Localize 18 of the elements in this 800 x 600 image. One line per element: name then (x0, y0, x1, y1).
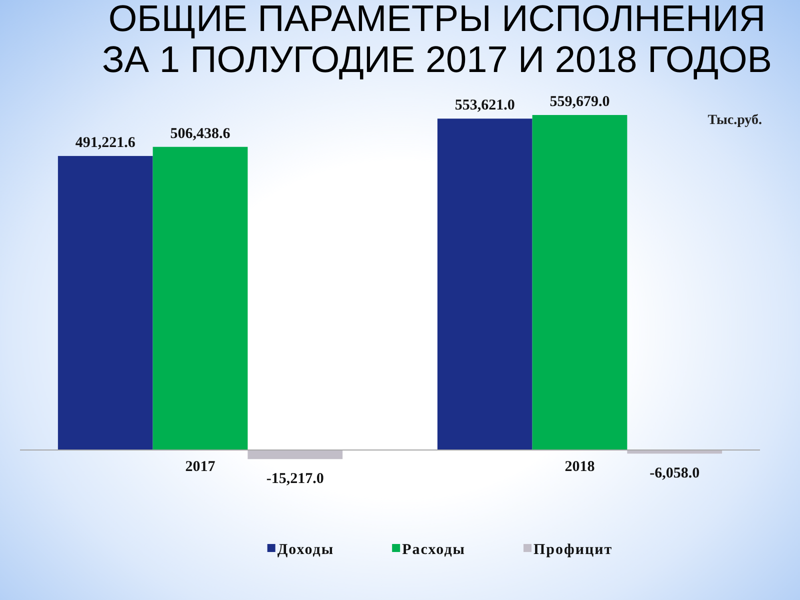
bar (152, 146, 248, 450)
x-tick-label: 2017 (185, 459, 216, 475)
data-label: 553,621.0 (454, 98, 515, 114)
legend-label: Расходы (402, 542, 466, 558)
data-label: 506,438.6 (170, 126, 231, 142)
annotation: Тыс.руб. (708, 113, 762, 128)
legend-label: Профицит (533, 542, 613, 558)
legend-label: Доходы (277, 542, 334, 558)
data-label: -6,058.0 (650, 466, 700, 482)
chart-title: ОБЩИЕ ПАРАМЕТРЫ ИСПОЛНЕНИЯ ЗА 1 ПОЛУГОДИЕ 2017 И 2018 ГОДОВ (102, 0, 772, 80)
data-label: 491,221.6 (75, 134, 136, 151)
x-tick-label: 2018 (564, 459, 595, 475)
bar (248, 450, 343, 460)
data-label: 559,679.0 (550, 94, 610, 110)
bar (437, 118, 532, 450)
data-label: -15,217.0 (266, 471, 324, 488)
bar (532, 115, 628, 450)
bar (58, 156, 153, 450)
